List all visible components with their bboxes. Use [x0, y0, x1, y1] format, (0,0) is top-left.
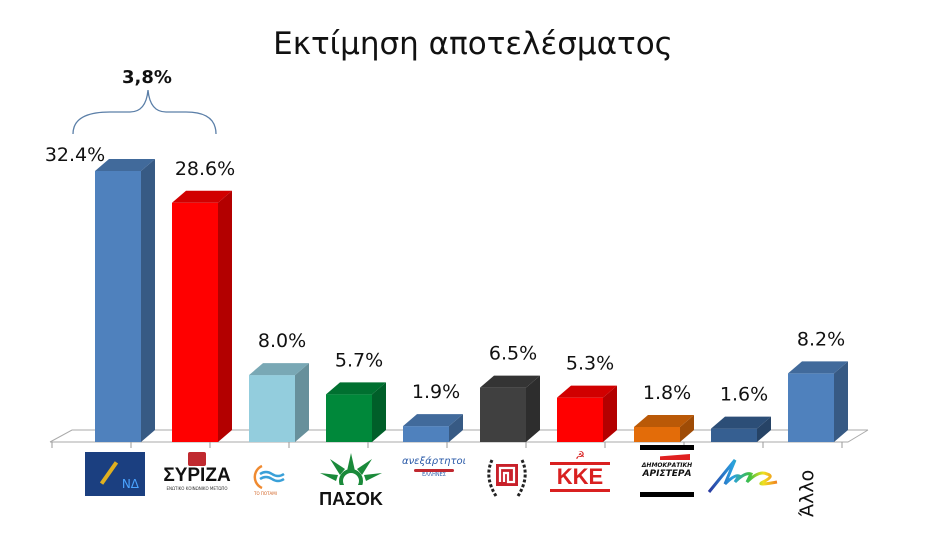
anel-swoosh-icon: [414, 469, 454, 472]
bar-side: [757, 416, 771, 442]
syriza-logo-subtext: ΕΝΩΤΙΚΟ ΚΟΙΝΩΝΙΚΟ ΜΕΤΩΠΟ: [166, 486, 228, 491]
bar-front: [326, 394, 372, 442]
green-sun-icon: [320, 453, 382, 493]
bar: [326, 382, 386, 442]
bar-front: [788, 373, 834, 442]
bar: [788, 361, 848, 442]
bar-value-label: 8.0%: [258, 330, 306, 352]
bar-front: [480, 387, 526, 442]
bar-top: [172, 190, 232, 203]
bar-top: [711, 416, 771, 429]
bar-front: [95, 171, 141, 442]
difference-brace: [72, 89, 217, 135]
dimar-logo-text-2: ΑΡΙΣΤΕΡΑ: [642, 469, 692, 479]
bar-side: [295, 363, 309, 442]
pasok-logo: ΠΑΣΟΚ: [318, 451, 384, 509]
bar-side: [526, 375, 540, 442]
bar-front: [634, 426, 680, 442]
bar-front: [557, 397, 603, 442]
syriza-logo: ΣΥΡΙΖΑ ΕΝΩΤΙΚΟ ΚΟΙΝΩΝΙΚΟ ΜΕΤΩΠΟ: [160, 452, 234, 500]
anel-logo: ανεξάρτητοι ΕΛΛΗΝΕΣ: [396, 456, 472, 490]
rainbow-signature-icon: [707, 459, 778, 493]
bar-side: [141, 159, 155, 442]
anel-logo-text: ανεξάρτητοι: [402, 456, 466, 467]
bar-value-label: 1.8%: [643, 382, 691, 404]
bar-top: [480, 375, 540, 388]
bar-side: [680, 414, 694, 442]
bar-value-label: 5.3%: [566, 353, 614, 375]
bar-value-label: 5.7%: [335, 349, 383, 371]
bar-value-label: 8.2%: [797, 328, 845, 350]
bar-front: [403, 426, 449, 442]
bar-front: [711, 428, 757, 442]
kke-logo-text: ΚΚΕ: [556, 464, 604, 489]
nd-logo: ΝΔ: [85, 452, 145, 496]
bar: [249, 363, 309, 442]
chart-title: Εκτίμηση αποτελέσματος: [273, 26, 673, 62]
bar-side: [834, 361, 848, 442]
golden-dawn-logo: [482, 452, 532, 502]
anel-logo-subtext: ΕΛΛΗΝΕΣ: [422, 472, 446, 478]
bar-side: [218, 190, 232, 442]
bar-value-label: 32.4%: [45, 144, 105, 166]
bar: [172, 190, 232, 442]
bar-value-label: 1.6%: [720, 384, 768, 406]
laos-logo: [705, 452, 785, 500]
syriza-logo-text: ΣΥΡΙΖΑ: [163, 465, 231, 486]
floor-front-edge: [50, 429, 869, 443]
bar-top: [326, 382, 386, 395]
bar-top: [634, 414, 694, 427]
bar-side: [372, 382, 386, 442]
bar: [634, 414, 694, 442]
kke-bottom-stripe: [550, 489, 610, 492]
meander-wreath-icon: [487, 459, 527, 497]
bar: [480, 375, 540, 442]
other-label: Άλλο: [792, 455, 822, 517]
other-label-text: Άλλο: [796, 469, 818, 517]
bar: [557, 385, 617, 442]
bar-front: [249, 375, 295, 442]
nd-flame-icon: [99, 461, 119, 485]
bar-front: [172, 202, 218, 442]
bar-side: [603, 385, 617, 442]
bar: [403, 414, 463, 442]
nd-logo-text: ΝΔ: [121, 477, 139, 491]
bar-value-label: 6.5%: [489, 343, 537, 365]
bar: [711, 416, 771, 442]
potami-logo-text: ΤΟ ΠΟΤΑΜΙ: [254, 491, 277, 496]
bar-side: [449, 414, 463, 442]
dimar-logo: ΔΗΜΟΚΡΑΤΙΚΗ ΑΡΙΣΤΕΡΑ: [640, 445, 694, 497]
bar: [95, 159, 155, 442]
dimar-logo-text-1: ΔΗΜΟΚΡΑΤΙΚΗ: [641, 462, 693, 469]
difference-label: 3,8%: [122, 67, 172, 88]
bar-top: [557, 385, 617, 398]
river-wave-icon: [253, 464, 285, 490]
kke-top-stripe: [550, 462, 610, 465]
bar-value-label: 28.6%: [175, 158, 235, 180]
red-flag-icon: [660, 454, 690, 460]
potami-logo: ΤΟ ΠΟΤΑΜΙ: [250, 458, 290, 498]
ballot-box-icon: [188, 452, 206, 466]
bar-top: [403, 414, 463, 427]
bar-top: [95, 159, 155, 171]
bar-top: [788, 361, 848, 374]
kke-logo: ☭ ΚΚΕ: [550, 450, 610, 496]
pasok-logo-text: ΠΑΣΟΚ: [319, 489, 383, 509]
bar-value-label: 1.9%: [412, 381, 460, 403]
bar-top: [249, 363, 309, 376]
hammer-sickle-icon: ☭: [575, 449, 585, 462]
